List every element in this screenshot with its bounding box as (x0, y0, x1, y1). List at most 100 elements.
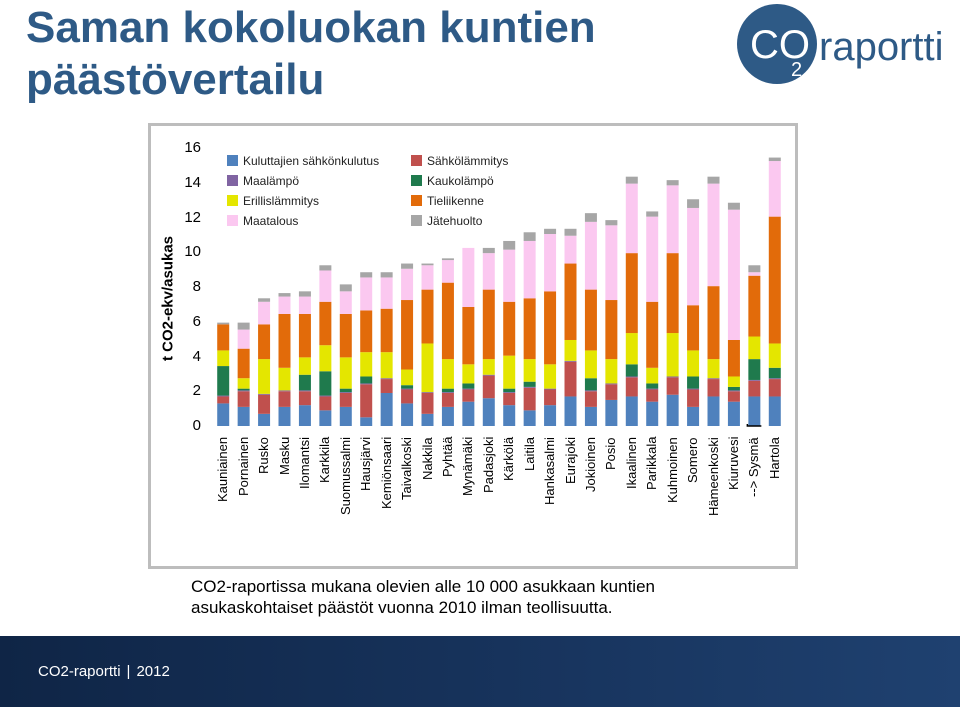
bar-segment (523, 359, 536, 382)
bar-segment (768, 157, 781, 162)
bar-segment (380, 378, 393, 380)
bar-segment (217, 395, 230, 397)
bar-segment (584, 406, 597, 426)
x-tick-label: Masku (276, 436, 292, 475)
x-tick-label: Hämeenkoski (705, 437, 721, 516)
bar-segment (605, 399, 618, 426)
footer-year: 2012 (136, 663, 170, 680)
footer-text: CO2-raportti | 2012 (38, 663, 170, 680)
bar-segment (584, 221, 597, 290)
bar-segment (441, 258, 454, 261)
legend-label: Maalämpö (243, 174, 300, 188)
bar-segment (687, 388, 700, 390)
bar-segment (625, 333, 638, 365)
bar-segment (768, 379, 781, 397)
x-tick-label: Hartola (766, 437, 782, 479)
bar-segment (258, 301, 271, 325)
bar-segment (707, 183, 720, 287)
bar-segment (564, 360, 577, 362)
x-tick-label: Kemiönsaari (378, 436, 394, 509)
bar-segment (217, 324, 230, 351)
logo-circle (737, 4, 817, 84)
legend-item: Jätehuolto (411, 213, 482, 229)
x-tick-label: Ikaalinen (623, 436, 639, 489)
bar-segment (360, 384, 373, 418)
bar-segment (544, 405, 557, 426)
bar-segment (646, 389, 659, 402)
x-tick-label: Padasjoki (480, 436, 496, 493)
bar-segment (462, 388, 475, 390)
bar-segment (482, 359, 495, 375)
bar-segment (503, 388, 516, 393)
x-tick-label: Suomussalmi (337, 436, 353, 515)
x-tick-label: Kiuruvesi (725, 436, 741, 490)
bar-segment (401, 389, 414, 404)
bar-segment (298, 357, 311, 375)
bar-segment (666, 394, 679, 426)
bar-segment (421, 265, 434, 290)
bar-segment (462, 364, 475, 384)
bar-segment (666, 185, 679, 254)
x-tick-label: Nakkila (419, 437, 435, 480)
bar-segment (319, 345, 332, 372)
bar-segment (441, 359, 454, 389)
bar-segment (666, 180, 679, 186)
bar-segment (727, 386, 740, 391)
bar-segment (462, 383, 475, 389)
bar-segment (625, 253, 638, 334)
bar-segment (748, 396, 761, 426)
y-tick-label: 12 (184, 208, 201, 226)
bar-segment (625, 396, 638, 426)
footer-brand: CO2-raportti (38, 663, 121, 680)
bar-segment (768, 367, 781, 379)
bar-segment (646, 367, 659, 384)
bar-segment (380, 352, 393, 379)
bar-segment (707, 286, 720, 360)
bar-segment (727, 209, 740, 340)
legend-item: Kaukolämpö (411, 173, 494, 189)
bar-segment (237, 378, 250, 389)
bar-segment (380, 308, 393, 353)
logo-co-text: CO (750, 23, 810, 67)
bar-segment (441, 406, 454, 426)
bar-segment (503, 405, 516, 426)
bar-segment (605, 383, 618, 385)
bar-segment (564, 361, 577, 397)
bar-segment (544, 228, 557, 234)
bar-segment (278, 313, 291, 368)
bar-segment (503, 392, 516, 393)
bar-segment (258, 393, 271, 395)
logo-sub-text: 2 (791, 59, 802, 81)
bar-segment (503, 392, 516, 406)
bar-segment (319, 371, 332, 396)
bar-segment (503, 301, 516, 356)
legend-item: Sähkölämmitys (411, 153, 508, 169)
bar-segment (523, 410, 536, 426)
bar-segment (544, 388, 557, 390)
bar-segment (707, 379, 720, 397)
x-tick-label: Laitila (521, 437, 537, 471)
bar-segment (625, 176, 638, 184)
bar-segment (278, 296, 291, 314)
bar-segment (278, 391, 291, 407)
x-tick-label: Kuhmoinen (664, 437, 680, 503)
bar-segment (298, 313, 311, 358)
bar-segment (380, 379, 393, 393)
co2-raportti-logo: CO 2 raportti (737, 4, 944, 84)
legend-label: Kuluttajien sähkönkulutus (243, 154, 380, 168)
bar-segment (360, 352, 373, 377)
bar-segment (339, 357, 352, 389)
legend-label: Erillislämmitys (243, 194, 319, 208)
bar-segment (768, 343, 781, 368)
bar-segment (401, 268, 414, 301)
bar-segment (687, 207, 700, 306)
bar-segment (401, 263, 414, 269)
legend-swatch (227, 155, 238, 166)
bar-segment (687, 350, 700, 377)
bar-segment (278, 406, 291, 426)
bar-segment (217, 366, 230, 396)
x-tick-label: Ilomantsi (296, 436, 312, 489)
legend-swatch (227, 215, 238, 226)
bar-segment (687, 389, 700, 407)
bar-segment (319, 270, 332, 302)
